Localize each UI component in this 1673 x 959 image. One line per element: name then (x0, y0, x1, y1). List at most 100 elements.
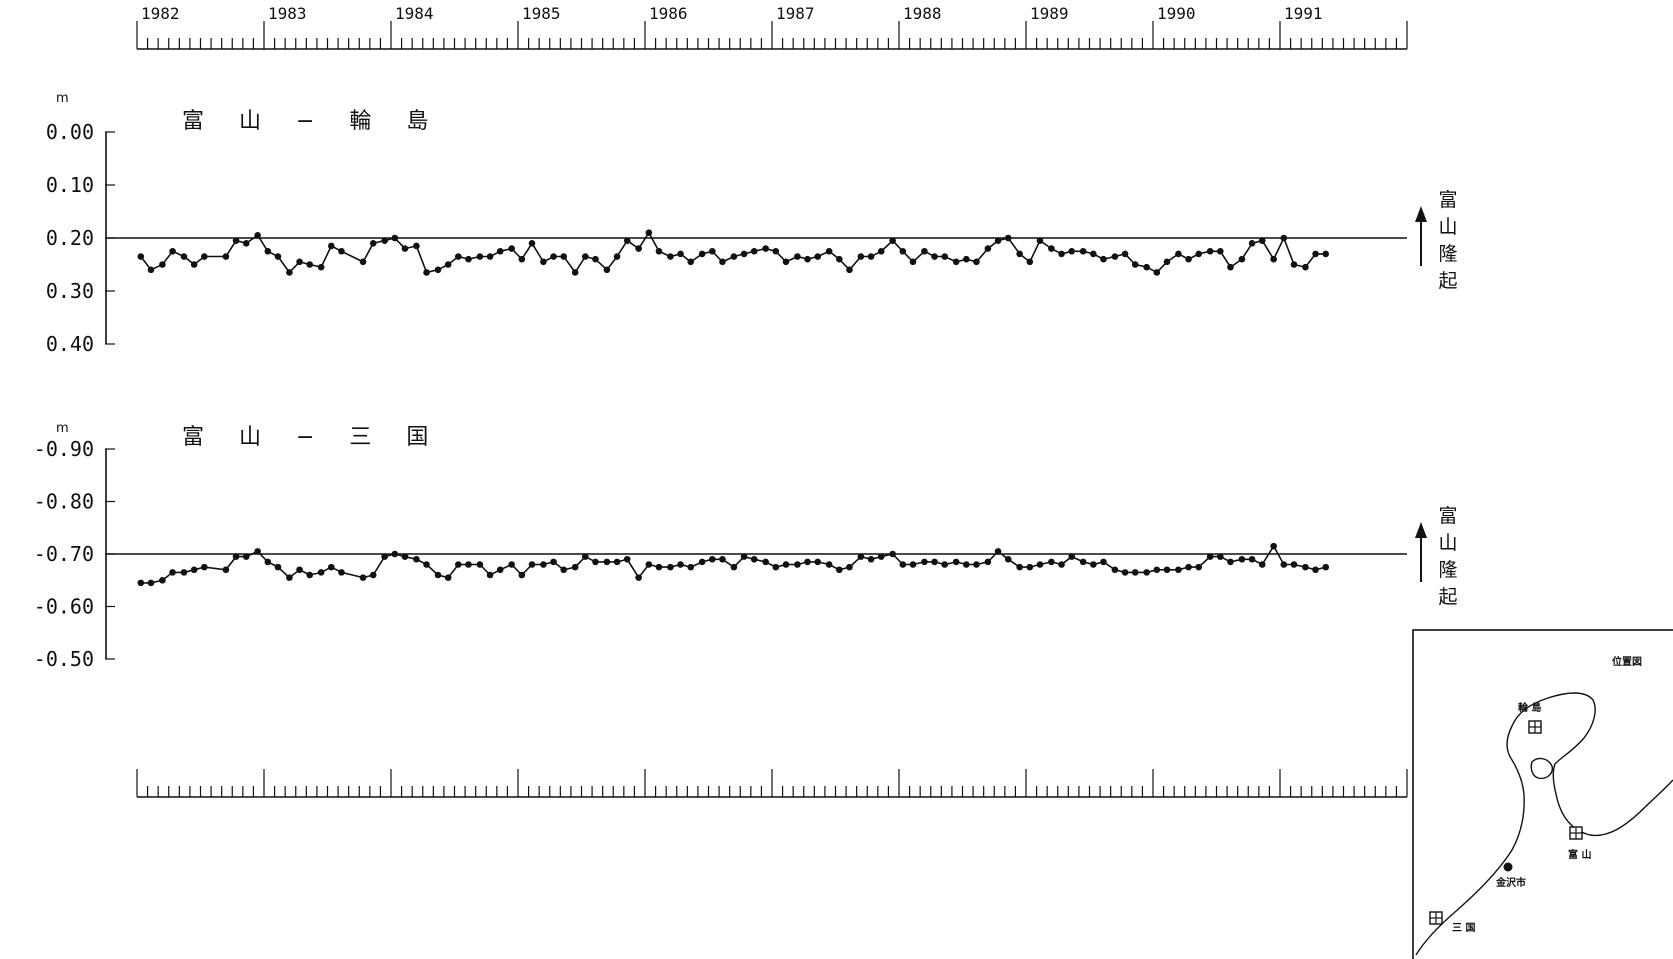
data-point (889, 550, 896, 558)
data-point (772, 247, 780, 255)
data-point (496, 566, 504, 574)
data-point (1248, 240, 1256, 247)
data-point (1185, 255, 1192, 263)
data-point (1227, 558, 1234, 566)
panel-toyama-mikuni: 富 山 − 三 国 m -0.90 -0.80 -0.70 -0.60 -0.50 富山… (34, 421, 1458, 671)
y-unit-label: m (56, 91, 69, 106)
data-point (582, 253, 589, 260)
data-point (423, 269, 430, 276)
data-point (1079, 247, 1087, 255)
data-point (1079, 558, 1087, 566)
data-point (1026, 258, 1034, 266)
data-point (877, 553, 885, 560)
data-point (794, 253, 801, 260)
data-point (1227, 263, 1234, 271)
data-point (434, 571, 442, 579)
data-point (867, 253, 875, 260)
data-point (1206, 553, 1214, 560)
data-point (1068, 247, 1076, 255)
place-label-toyama: 富 山 (1568, 848, 1591, 861)
data-point (1068, 553, 1076, 560)
data-point (730, 563, 738, 571)
data-point (750, 555, 758, 563)
data-point (476, 253, 484, 260)
data-point (730, 253, 738, 260)
data-point (814, 558, 822, 566)
data-point (306, 261, 314, 268)
data-point (1111, 253, 1119, 260)
data-point (1238, 555, 1246, 563)
data-point (359, 258, 367, 266)
data-point (687, 563, 695, 571)
data-point (1280, 561, 1288, 568)
data-point (201, 563, 208, 571)
data-point (1302, 263, 1309, 271)
data-point (994, 237, 1002, 244)
y-tick-label: 0.10 (46, 173, 94, 197)
data-point (180, 253, 188, 260)
data-point (180, 569, 188, 576)
data-point (465, 561, 472, 568)
data-point (592, 558, 599, 566)
uplift-label-char: 山 (1438, 532, 1457, 554)
coastline (1415, 692, 1673, 956)
data-point (899, 247, 907, 255)
data-point (1058, 250, 1065, 258)
data-point (1290, 561, 1298, 568)
inset-frame (1412, 629, 1673, 959)
data-point (317, 569, 325, 576)
data-point (264, 247, 272, 255)
data-point (401, 553, 409, 560)
data-point (994, 548, 1002, 555)
data-point (254, 232, 261, 239)
data-point (560, 566, 568, 574)
data-point (1217, 553, 1224, 560)
data-point (1258, 237, 1266, 244)
data-point (518, 255, 526, 263)
data-point (296, 258, 303, 266)
data-point (973, 561, 980, 568)
data-point (635, 245, 642, 252)
data-point (709, 247, 716, 255)
data-point (1004, 555, 1012, 563)
uplift-label-char: 山 (1438, 216, 1457, 238)
data-point (1312, 566, 1319, 574)
data-point (909, 561, 917, 568)
bottom-time-axis (136, 769, 1408, 798)
data-point (1217, 247, 1224, 255)
data-point (877, 247, 885, 255)
data-point (1175, 566, 1182, 574)
year-label: 1986 (649, 4, 688, 23)
data-point (550, 558, 557, 566)
data-point (1258, 561, 1266, 568)
data-point (369, 240, 377, 247)
data-point (413, 555, 420, 563)
data-point (1270, 255, 1277, 263)
data-point (328, 242, 335, 250)
year-label: 1983 (268, 4, 307, 23)
data-point (667, 253, 674, 260)
data-point (571, 269, 579, 276)
data-point (274, 563, 282, 571)
data-point (941, 561, 949, 568)
data-point (698, 558, 706, 566)
data-point (952, 558, 960, 566)
year-label: 1989 (1030, 4, 1069, 23)
data-point (232, 553, 240, 560)
data-point (444, 574, 452, 581)
data-point (201, 253, 208, 260)
data-point (698, 250, 706, 258)
data-point (582, 553, 589, 560)
data-point (455, 561, 462, 568)
data-point (1290, 261, 1298, 268)
data-point (1163, 258, 1171, 266)
uplift-label-char: 隆 (1438, 559, 1457, 581)
data-point (984, 558, 992, 566)
top-time-axis: 1982 1983 1984 1985 1986 1987 1988 1989 1990 1991 (136, 4, 1408, 50)
data-point (804, 558, 811, 566)
data-point (677, 561, 684, 568)
data-point (931, 558, 938, 566)
data-point (1143, 569, 1150, 576)
